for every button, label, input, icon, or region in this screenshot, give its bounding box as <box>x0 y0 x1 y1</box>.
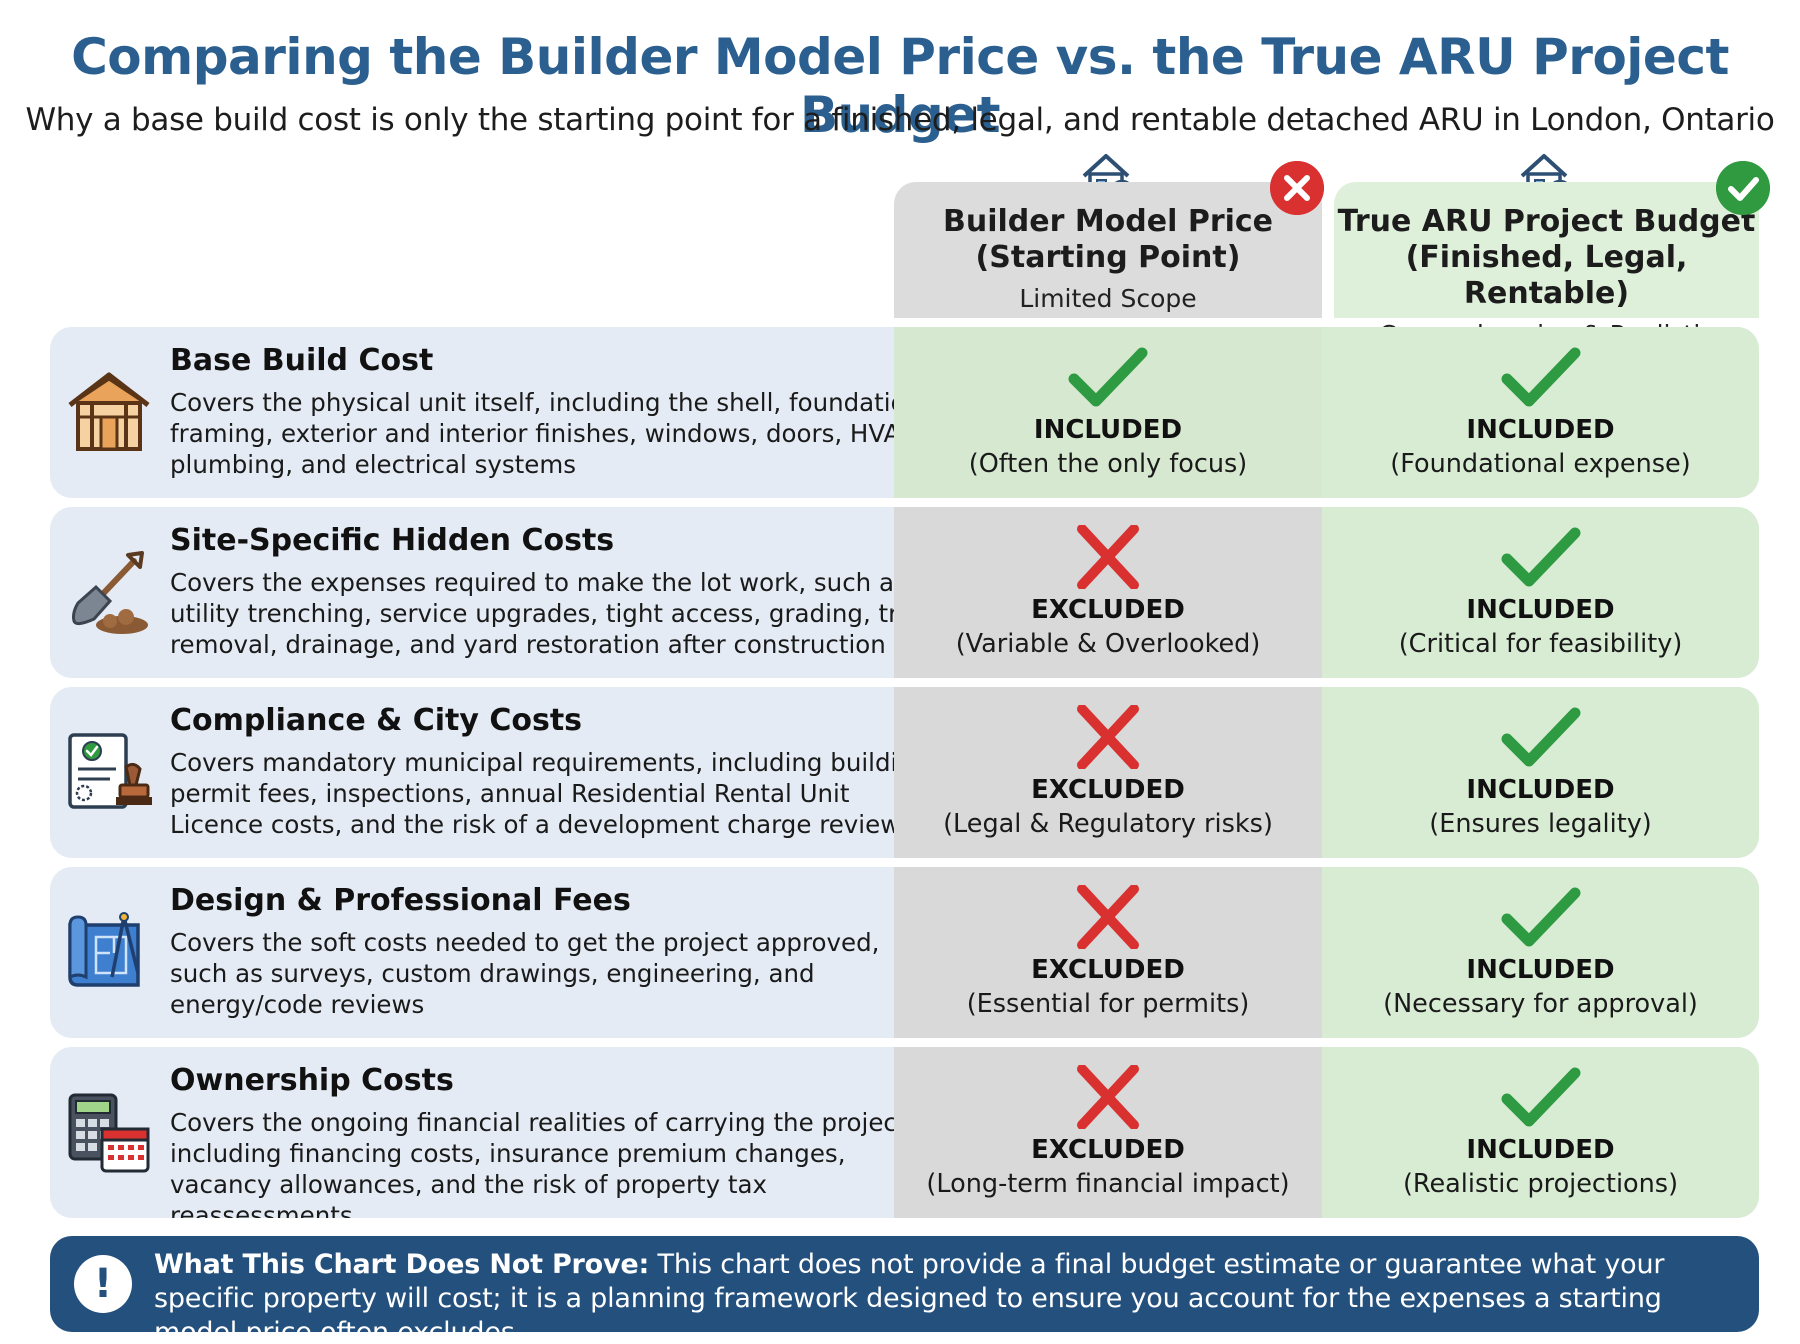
row-title: Compliance & City Costs <box>170 703 583 738</box>
builder-status: EXCLUDED <box>1031 775 1185 805</box>
true-budget-status: INCLUDED <box>1466 595 1615 625</box>
check-badge-icon <box>1716 161 1770 215</box>
cross-mark-icon <box>1077 525 1139 589</box>
cost-row-site-specific: Site-Specific Hidden Costs Covers the ex… <box>50 507 1759 678</box>
row-title: Site-Specific Hidden Costs <box>170 523 615 558</box>
cost-row-base-build: Base Build Cost Covers the physical unit… <box>50 327 1759 498</box>
true-budget-cell: INCLUDED (Realistic projections) <box>1322 1047 1759 1218</box>
row-description: Covers the physical unit itself, includi… <box>170 388 929 479</box>
check-mark-icon <box>1501 887 1580 947</box>
house-frame-icon <box>68 372 150 451</box>
row-description: Covers the soft costs needed to get the … <box>170 928 880 1019</box>
builder-cell: EXCLUDED (Variable & Overlooked) <box>894 507 1322 678</box>
check-mark-icon <box>1068 347 1148 407</box>
row-description-cell: Site-Specific Hidden Costs Covers the ex… <box>50 507 928 678</box>
row-description-cell: Base Build Cost Covers the physical unit… <box>50 327 929 498</box>
column-header-builder: Builder Model Price (Starting Point) Lim… <box>894 182 1322 318</box>
true-budget-cell: INCLUDED (Critical for feasibility) <box>1322 507 1759 678</box>
row-title: Base Build Cost <box>170 343 434 378</box>
true-budget-note: (Critical for feasibility) <box>1398 629 1683 659</box>
true-budget-cell: INCLUDED (Foundational expense) <box>1322 327 1759 498</box>
builder-note: (Variable & Overlooked) <box>955 629 1261 659</box>
shovel-icon <box>72 551 148 634</box>
cost-row-design-fees: Design & Professional Fees Covers the so… <box>50 867 1759 1038</box>
true-budget-note: (Necessary for approval) <box>1383 989 1698 1019</box>
column-subtitle-builder: Limited Scope <box>1019 284 1197 313</box>
true-budget-status: INCLUDED <box>1466 1135 1615 1165</box>
column-title-true-budget: True ARU Project Budget (Finished, Legal… <box>1337 204 1756 311</box>
true-budget-note: (Ensures legality) <box>1429 809 1652 839</box>
check-mark-icon <box>1501 527 1580 587</box>
cross-mark-icon <box>1077 705 1139 769</box>
blueprint-icon <box>68 912 140 987</box>
cost-row-compliance: Compliance & City Costs Covers mandatory… <box>50 687 1759 858</box>
true-budget-note: (Realistic projections) <box>1402 1169 1679 1199</box>
permit-stamp-icon <box>68 733 152 809</box>
column-title-builder: Builder Model Price (Starting Point) <box>942 204 1274 275</box>
page-title: Comparing the Builder Model Price vs. th… <box>71 28 1729 144</box>
true-budget-cell: INCLUDED (Ensures legality) <box>1322 687 1759 858</box>
row-description-cell: Compliance & City Costs Covers mandatory… <box>50 687 928 858</box>
row-title: Ownership Costs <box>170 1063 454 1098</box>
page-subtitle: Why a base build cost is only the starti… <box>25 102 1775 138</box>
x-badge-icon <box>1270 161 1324 215</box>
true-budget-status: INCLUDED <box>1466 775 1615 805</box>
true-budget-status: INCLUDED <box>1466 415 1615 445</box>
column-header-true-budget: True ARU Project Budget (Finished, Legal… <box>1334 182 1759 349</box>
builder-note: (Legal & Regulatory risks) <box>943 809 1273 839</box>
true-budget-cell: INCLUDED (Necessary for approval) <box>1322 867 1759 1038</box>
builder-cell: INCLUDED (Often the only focus) <box>894 327 1322 498</box>
disclaimer-label: What This Chart Does Not Prove: <box>154 1249 650 1280</box>
true-budget-note: (Foundational expense) <box>1390 449 1691 479</box>
builder-status: EXCLUDED <box>1031 595 1185 625</box>
true-budget-status: INCLUDED <box>1466 955 1615 985</box>
exclamation-icon: ! <box>74 1255 132 1313</box>
check-mark-icon <box>1501 707 1580 767</box>
row-title: Design & Professional Fees <box>170 883 631 918</box>
builder-note: (Long-term financial impact) <box>926 1169 1290 1199</box>
builder-cell: EXCLUDED (Legal & Regulatory risks) <box>894 687 1322 858</box>
builder-status: EXCLUDED <box>1031 1135 1185 1165</box>
disclaimer-text: What This Chart Does Not Prove: This cha… <box>154 1248 1744 1344</box>
builder-status: INCLUDED <box>1033 415 1183 445</box>
row-description-cell: Design & Professional Fees Covers the so… <box>50 867 894 1038</box>
row-description: Covers the expenses required to make the… <box>170 568 928 659</box>
check-mark-icon <box>1501 347 1580 407</box>
row-description: Covers the ongoing financial realities o… <box>170 1108 915 1218</box>
disclaimer-body: This chart does not provide a final budg… <box>154 1249 1665 1344</box>
disclaimer-banner: ! What This Chart Does Not Prove: This c… <box>50 1236 1759 1344</box>
builder-cell: EXCLUDED (Long-term financial impact) <box>894 1047 1322 1218</box>
builder-note: (Often the only focus) <box>968 449 1248 479</box>
builder-cell: EXCLUDED (Essential for permits) <box>894 867 1322 1038</box>
calculator-calendar-icon <box>68 1093 150 1173</box>
row-description: Covers mandatory municipal requirements,… <box>170 748 929 839</box>
cost-row-ownership: Ownership Costs Covers the ongoing finan… <box>50 1047 1759 1218</box>
cross-mark-icon <box>1077 1065 1139 1129</box>
cross-mark-icon <box>1077 885 1139 949</box>
builder-note: (Essential for permits) <box>966 989 1250 1019</box>
builder-status: EXCLUDED <box>1031 955 1185 985</box>
check-mark-icon <box>1501 1067 1580 1127</box>
row-description-cell: Ownership Costs Covers the ongoing finan… <box>50 1047 914 1218</box>
